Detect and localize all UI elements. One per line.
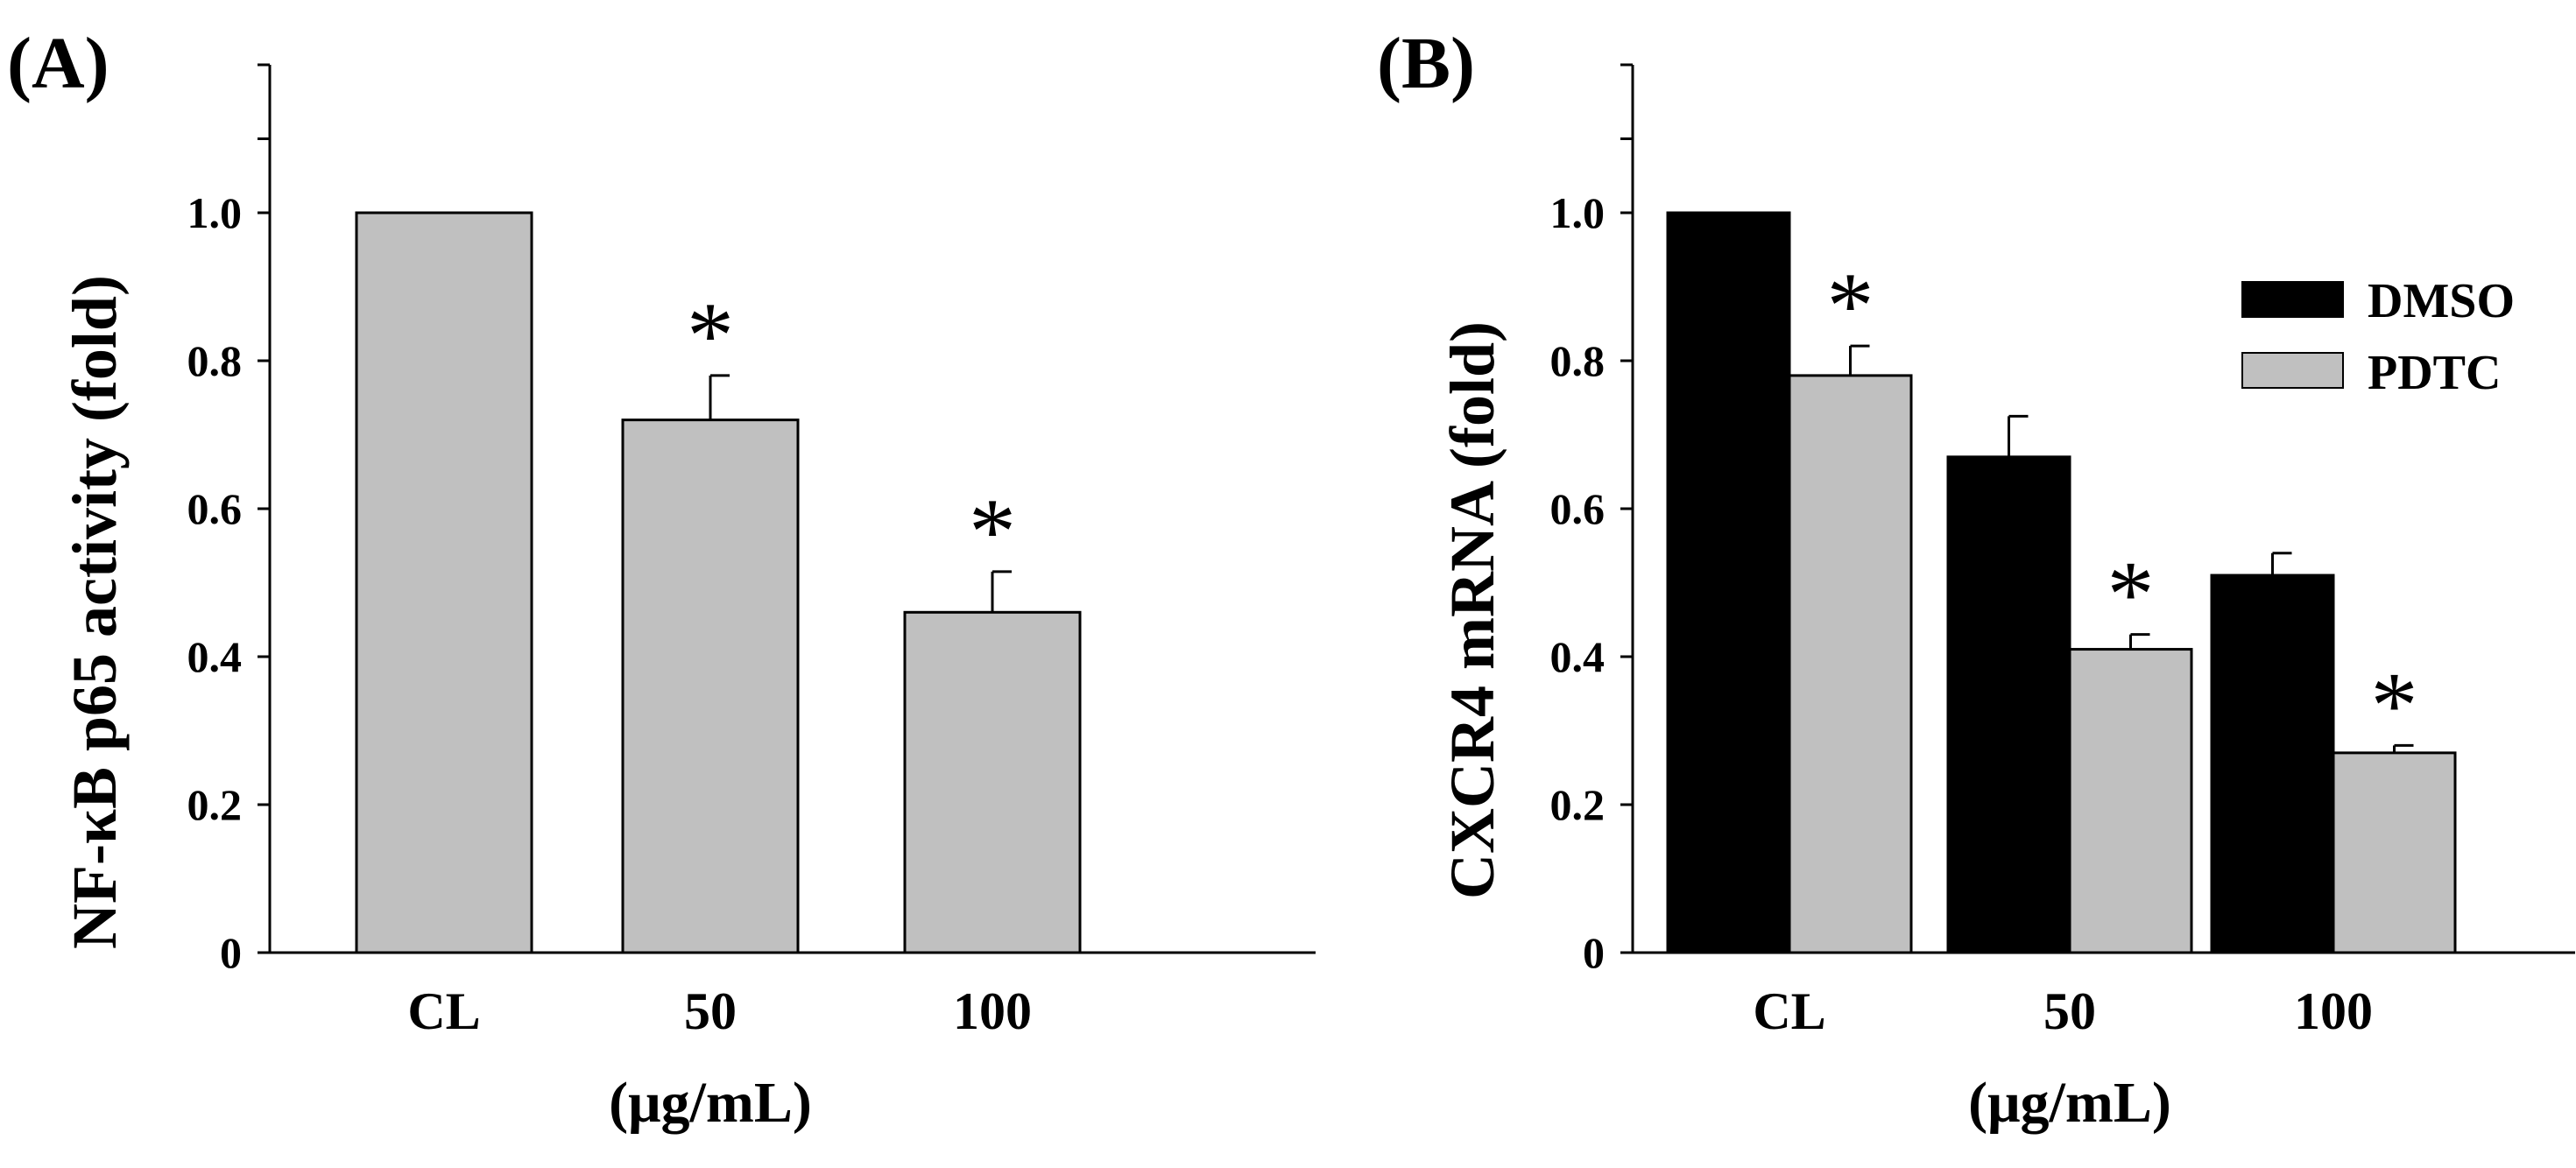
panel-a-chart: (A) NF-κB p65 activity (fold) (μg/mL) 00…: [7, 23, 1316, 1135]
panel-b-y-tick-label: 1.0: [1550, 188, 1606, 237]
panel-b-bar-pdtc-50: [2068, 648, 2193, 954]
panel-a-x-tick-label: 50: [684, 982, 737, 1040]
panel-b-significance-marker: *: [2107, 543, 2155, 647]
panel-b-x-tick-label: 50: [2043, 982, 2096, 1040]
panel-b-chart: (B) CXCR4 mRNA (fold) (μg/mL) 0 0.2 0.4 0.6…: [1377, 23, 2575, 1135]
panel-a-y-axis-title: NF-κB p65 activity (fold): [60, 275, 130, 949]
panel-a-significance-marker: *: [687, 284, 734, 388]
panel-b-x-axis-title: (μg/mL): [1968, 1071, 2171, 1135]
legend-swatch-dmso: [2241, 281, 2344, 318]
legend-label-pdtc: PDTC: [2368, 346, 2501, 400]
panel-a-label: (A): [7, 23, 109, 104]
legend-swatch-pdtc: [2241, 352, 2344, 389]
panel-b-y-tick-label: 0.8: [1550, 336, 1606, 385]
panel-b-y-axis-title: CXCR4 mRNA (fold): [1437, 321, 1507, 899]
panel-b-significance-marker: *: [1827, 254, 1874, 358]
legend-label-dmso: DMSO: [2368, 274, 2515, 328]
panel-a-y-tick-label: 0: [220, 928, 242, 977]
panel-b-y-tick-label: 0.2: [1550, 780, 1606, 829]
panel-b-bar-dmso-100: [2210, 573, 2335, 954]
panel-a-y-tick-label: 0.2: [187, 780, 243, 829]
panel-b-legend: DMSO PDTC: [2241, 274, 2515, 400]
panel-a-x-axis-title: (μg/mL): [609, 1071, 812, 1135]
panel-a-bar-value-50: [621, 419, 800, 954]
panel-a-x-tick-label: CL: [407, 982, 480, 1040]
panel-b-y-tick-label: 0.6: [1550, 484, 1606, 533]
panel-b-bar-dmso-cl: [1666, 211, 1791, 954]
panel-b-label: (B): [1377, 23, 1475, 104]
panel-a-y-tick-label: 0.4: [187, 632, 243, 681]
panel-b-x-tick-label: 100: [2294, 982, 2373, 1040]
panel-b-bar-pdtc-cl: [1788, 374, 1913, 954]
panel-a-marks: 0 0.2 0.4 0.6 0.8 1.0 CL 50 100 * *: [187, 63, 1316, 1040]
panel-a-bar-value-100: [903, 610, 1082, 954]
panel-a-bar-value-cl: [355, 211, 533, 954]
panel-a-y-tick-label: 0.6: [187, 484, 243, 533]
panel-a-significance-marker: *: [969, 480, 1016, 584]
panel-b-y-tick-label: 0.4: [1550, 632, 1606, 681]
panel-b-significance-marker: *: [2371, 653, 2418, 757]
panel-b-bar-dmso-50: [1946, 455, 2071, 954]
panel-b-x-tick-label: CL: [1753, 982, 1825, 1040]
panel-b-y-tick-label: 0: [1583, 928, 1605, 977]
panel-a-x-tick-label: 100: [953, 982, 1032, 1040]
panel-a-y-tick-label: 1.0: [187, 188, 243, 237]
panel-b-bar-pdtc-100: [2332, 751, 2457, 954]
panel-b-marks: 0 0.2 0.4 0.6 0.8 1.0 CL 50 100 * * *: [1550, 63, 2575, 1040]
panel-a-y-tick-label: 0.8: [187, 336, 243, 385]
